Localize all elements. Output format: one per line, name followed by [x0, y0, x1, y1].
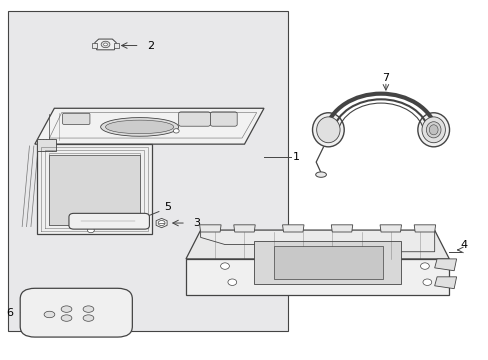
Circle shape — [420, 263, 428, 269]
Polygon shape — [434, 259, 456, 271]
Polygon shape — [413, 225, 435, 232]
Polygon shape — [330, 225, 352, 232]
FancyBboxPatch shape — [20, 288, 132, 337]
Polygon shape — [114, 43, 119, 48]
Ellipse shape — [428, 125, 437, 135]
Circle shape — [158, 221, 164, 226]
Polygon shape — [185, 230, 448, 259]
Polygon shape — [95, 39, 116, 50]
Polygon shape — [92, 43, 97, 48]
Circle shape — [422, 279, 431, 285]
Text: 2: 2 — [147, 41, 154, 50]
Circle shape — [103, 43, 107, 46]
Bar — [49, 155, 140, 225]
Polygon shape — [379, 225, 401, 232]
Ellipse shape — [315, 172, 326, 177]
Ellipse shape — [316, 117, 339, 143]
FancyBboxPatch shape — [69, 213, 149, 229]
FancyBboxPatch shape — [178, 112, 210, 126]
Polygon shape — [434, 277, 456, 289]
Text: 4: 4 — [459, 239, 466, 249]
FancyBboxPatch shape — [210, 112, 237, 126]
Bar — [8, 12, 288, 330]
Ellipse shape — [421, 117, 445, 143]
Polygon shape — [282, 225, 304, 232]
Polygon shape — [37, 144, 152, 234]
Text: 6: 6 — [6, 308, 13, 318]
Ellipse shape — [44, 311, 55, 318]
Ellipse shape — [417, 113, 448, 147]
Circle shape — [87, 228, 94, 233]
Polygon shape — [200, 230, 434, 252]
Circle shape — [220, 263, 229, 269]
Polygon shape — [273, 246, 383, 279]
Ellipse shape — [426, 122, 440, 138]
Ellipse shape — [83, 315, 94, 321]
Polygon shape — [233, 225, 255, 232]
Ellipse shape — [101, 118, 178, 136]
Ellipse shape — [105, 120, 173, 134]
Polygon shape — [199, 225, 221, 232]
Polygon shape — [185, 259, 448, 295]
FancyBboxPatch shape — [62, 113, 90, 125]
Circle shape — [101, 41, 110, 48]
Polygon shape — [35, 108, 264, 144]
Bar — [37, 139, 56, 151]
Ellipse shape — [61, 315, 72, 321]
Text: 7: 7 — [382, 73, 388, 83]
Text: 3: 3 — [193, 218, 200, 228]
Ellipse shape — [83, 306, 94, 312]
Circle shape — [173, 129, 179, 133]
Ellipse shape — [61, 306, 72, 312]
Circle shape — [227, 279, 236, 285]
Text: 1: 1 — [293, 152, 300, 162]
Ellipse shape — [312, 113, 344, 147]
Polygon shape — [254, 241, 400, 284]
Text: 5: 5 — [163, 202, 171, 212]
